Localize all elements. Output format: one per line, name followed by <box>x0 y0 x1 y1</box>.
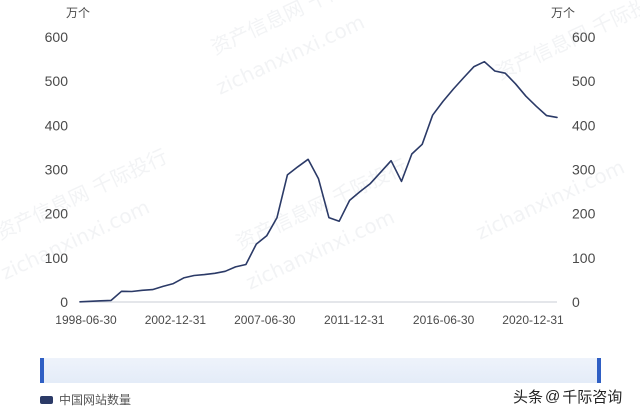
series-line <box>79 60 558 303</box>
y-tick-label-right: 400 <box>572 117 596 133</box>
y-tick-label-left: 100 <box>45 250 69 266</box>
zoom-slider-track[interactable] <box>40 358 601 383</box>
y-tick-label-left: 300 <box>45 162 69 178</box>
y-tick-label-left: 0 <box>60 294 68 310</box>
x-tick-label: 2020-12-31 <box>502 313 564 327</box>
series-layer <box>79 60 558 303</box>
y-tick-label-right: 500 <box>572 73 596 89</box>
brand-prefix: 头条 <box>513 389 544 406</box>
x-tick-label: 2002-12-31 <box>145 313 207 327</box>
y-tick-label-left: 400 <box>45 117 69 133</box>
y-tick-label-right: 100 <box>572 250 596 266</box>
watermark-layer: 资产信息网 千际投行 zichanxinxi.com 资产信息网 千际投行 zi… <box>0 0 640 295</box>
x-tick-label: 2007-06-30 <box>234 313 296 327</box>
brand-watermark: 头条 @ 千际咨询 <box>513 386 622 407</box>
x-tick-label: 2016-06-30 <box>413 313 475 327</box>
x-tick-label: 2011-12-31 <box>324 313 385 327</box>
x-tick-label: 1998-06-30 <box>55 313 117 327</box>
y-axis-unit-left: 万个 <box>66 6 91 20</box>
legend-marker <box>40 395 53 404</box>
y-axis-unit-right: 万个 <box>551 6 576 20</box>
y-tick-label-right: 600 <box>572 29 596 45</box>
line-chart: 资产信息网 千际投行 zichanxinxi.com 资产信息网 千际投行 zi… <box>0 0 640 327</box>
y-tick-label-left: 600 <box>45 29 69 45</box>
y-tick-label-right: 300 <box>572 162 596 178</box>
y-tick-label-left: 200 <box>45 206 69 222</box>
y-tick-label-right: 200 <box>572 206 596 222</box>
y-tick-label-right: 0 <box>572 294 580 310</box>
y-tick-label-left: 500 <box>45 73 69 89</box>
x-axis: 1998-06-30 2002-12-31 2007-06-30 2011-12-31… <box>55 301 564 327</box>
zoom-slider-left-handle[interactable] <box>40 358 44 383</box>
y-axis-right: 0 100 200 300 400 500 600 <box>572 29 596 310</box>
y-axis-left: 0 100 200 300 400 500 600 <box>45 29 69 310</box>
legend-label: 中国网站数量 <box>59 393 132 407</box>
legend[interactable]: 中国网站数量 <box>40 391 131 408</box>
watermark-text: 资产信息网 千际投行 <box>492 0 640 85</box>
zoom-slider-right-handle[interactable] <box>597 358 601 383</box>
watermark-url: zichanxinxi.com <box>472 155 628 245</box>
brand-name: 千际咨询 <box>562 389 623 406</box>
brand-at: @ <box>545 388 561 405</box>
